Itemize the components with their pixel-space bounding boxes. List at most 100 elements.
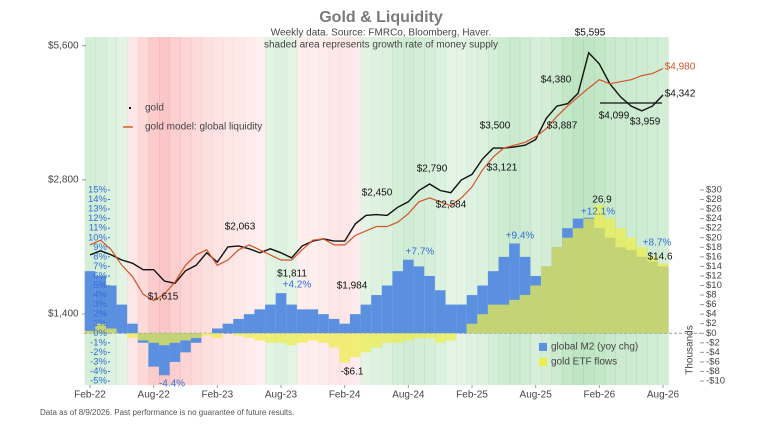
money-growth-shading [445,37,457,385]
bar [413,266,425,334]
bar [562,237,573,334]
bar [328,333,340,348]
money-growth-shading [212,37,224,385]
y-tick-label: 1% [93,318,107,329]
bar [594,204,605,334]
y-tick-label: 5% [93,280,107,291]
legend-swatch [539,343,547,351]
x-tick-label: Aug-23 [265,390,298,401]
money-growth-shading [604,37,616,385]
money-growth-shading [657,37,669,385]
footnote: Data as of 8/9/2026. Past performance is… [40,408,294,417]
bar [403,259,414,334]
bar [551,247,563,334]
bar [296,333,308,343]
bar [95,323,106,334]
bar [498,304,510,334]
y2-tick-label: $8 [706,290,717,301]
y-tick-label: 15% [88,185,108,196]
bar [371,295,382,334]
bar [434,333,446,343]
annotation: $2,790 [417,164,448,175]
bar [360,333,372,353]
bar [158,333,170,346]
y2-axis-label: Thousands [685,325,696,374]
annotation: $3,959 [630,117,661,128]
annotation: $1,984 [337,281,368,292]
bar [477,285,488,334]
bar [371,333,382,348]
y2-tick-label: -$4 [706,347,720,358]
annotation: $4,099 [599,111,630,122]
bar [424,333,435,339]
money-growth-shading [169,37,181,385]
y2-tick-label: $22 [706,223,722,234]
bar [148,333,159,343]
y-tick-label: 4% [93,290,107,301]
money-growth-shading [583,37,595,385]
y-tick-label: 10% [88,232,108,243]
legend-swatch [539,358,547,366]
bar [275,293,287,334]
y-tick-label: 11% [89,223,108,234]
bar [583,218,595,334]
money-growth-shading [127,37,139,385]
y2-tick-label: $14 [706,261,722,272]
bar [424,275,435,334]
bar [318,333,329,343]
subtitle: Weekly data. Source: FMRCo, Bloomberg, H… [271,28,491,39]
bar [392,271,404,334]
bar [339,333,350,363]
bar [254,333,266,341]
bar [243,333,255,339]
money-growth-shading [307,37,319,385]
legend-label: gold [145,103,164,114]
bar [148,333,159,367]
bar [105,285,117,334]
y2-tick-label: $24 [706,213,722,224]
money-growth-shading [636,37,648,385]
money-growth-shading [137,37,149,385]
money-growth-shading [116,37,128,385]
bar [222,323,234,334]
money-growth-shading [190,37,202,385]
bar [477,314,488,334]
bar [456,304,467,334]
bar [381,333,393,343]
y2-tick-label: $18 [706,242,722,253]
money-growth-shading [434,37,446,385]
y2-tick-label: $28 [706,194,722,205]
bar [307,309,319,334]
money-growth-shading [243,37,255,385]
money-growth-shading [509,37,521,385]
money-growth-shading [254,37,266,385]
money-growth-shading [381,37,393,385]
y-tick-label: -4% [90,366,107,377]
y-tick-label: -1% [90,337,107,348]
money-growth-shading [222,37,234,385]
bar [212,328,223,334]
money-growth-shading [392,37,404,385]
money-growth-shading [562,37,574,385]
y-tick-label: $1,400 [48,309,79,320]
bar [243,314,255,334]
bar [158,333,170,376]
money-growth-shading [625,37,637,385]
x-tick-label: Aug-22 [138,390,171,401]
bar [339,323,350,334]
bar [413,333,425,339]
money-growth-shading [84,37,96,385]
y-tick-label: $5,600 [48,40,79,51]
annotation: -$6.1 [341,367,364,378]
y2-tick-label: -$2 [706,337,720,348]
bar [530,285,541,334]
money-growth-shading [158,37,171,385]
bar [466,295,478,334]
legend-label: gold ETF flows [551,357,617,368]
money-growth-shading [551,37,563,385]
bar [403,333,414,341]
money-growth-shading [519,37,531,385]
line-series [89,67,664,302]
bar [540,266,552,334]
annotation: $5,595 [575,28,606,39]
